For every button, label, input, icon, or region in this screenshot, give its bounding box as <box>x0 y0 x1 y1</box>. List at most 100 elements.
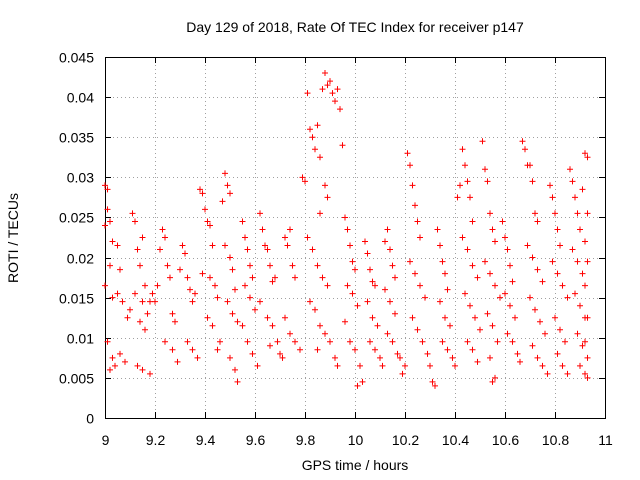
data-point <box>387 246 393 253</box>
data-point <box>449 354 456 361</box>
data-point <box>352 346 358 353</box>
data-point <box>584 258 591 265</box>
y-tick-label: 0.01 <box>67 331 94 347</box>
data-point <box>554 226 561 233</box>
data-point <box>379 362 386 369</box>
data-point <box>244 338 251 345</box>
data-point <box>307 298 313 305</box>
data-point <box>482 258 488 265</box>
data-point <box>444 286 451 293</box>
data-point <box>189 346 196 353</box>
data-point <box>527 162 533 169</box>
data-point <box>369 314 376 321</box>
data-point <box>494 338 501 345</box>
data-point <box>214 346 221 353</box>
x-tick-label: 9.4 <box>196 432 216 448</box>
data-point <box>364 298 371 305</box>
data-point <box>102 182 108 189</box>
data-point <box>134 362 141 369</box>
data-point <box>579 186 586 193</box>
data-point <box>342 214 348 221</box>
data-point <box>154 282 161 289</box>
data-point <box>382 238 388 245</box>
x-tick-label: 10.2 <box>392 432 419 448</box>
data-point <box>474 358 481 365</box>
data-point <box>367 338 373 345</box>
data-point <box>277 350 283 357</box>
data-point <box>392 310 398 317</box>
data-point <box>219 198 226 205</box>
data-point <box>139 234 146 241</box>
x-tick-label: 9.2 <box>146 432 166 448</box>
data-point <box>292 338 298 345</box>
data-point <box>452 362 458 369</box>
data-point <box>234 378 241 385</box>
data-point <box>407 258 413 265</box>
data-point <box>122 358 128 365</box>
y-tick-label: 0.04 <box>67 90 94 106</box>
data-point <box>104 338 111 345</box>
data-point <box>287 330 293 337</box>
data-point <box>487 210 493 217</box>
data-point <box>327 338 333 345</box>
data-point <box>567 166 573 173</box>
data-point <box>252 306 258 313</box>
x-tick-label: 11 <box>598 432 613 448</box>
data-point <box>197 186 203 193</box>
data-point <box>164 262 171 269</box>
data-point <box>557 326 563 333</box>
grid <box>105 57 605 418</box>
data-point <box>427 362 433 369</box>
data-point <box>489 226 496 233</box>
data-point <box>162 338 168 345</box>
data-point <box>584 314 591 321</box>
data-point <box>404 150 411 157</box>
data-point <box>522 146 528 153</box>
data-point <box>224 298 231 305</box>
data-point <box>504 246 511 253</box>
data-point <box>307 126 313 133</box>
data-point <box>139 298 146 305</box>
data-point <box>394 350 401 357</box>
data-point <box>297 346 303 353</box>
data-point <box>422 294 428 301</box>
data-point <box>229 266 236 273</box>
data-point <box>454 194 461 201</box>
data-point <box>574 210 581 217</box>
data-point <box>492 374 498 381</box>
data-point <box>509 278 516 285</box>
data-point <box>169 346 176 353</box>
data-point <box>412 202 418 209</box>
data-point <box>232 286 238 293</box>
data-point <box>539 278 546 285</box>
data-point <box>149 290 156 297</box>
y-tick-label: 0.03 <box>67 170 94 186</box>
data-point <box>532 306 538 313</box>
data-point <box>392 274 398 281</box>
x-tick-label: 9 <box>102 432 110 448</box>
data-point <box>264 314 271 321</box>
data-point <box>109 238 116 245</box>
data-point <box>584 154 591 161</box>
y-tick-label: 0.035 <box>59 130 94 146</box>
data-point <box>119 298 126 305</box>
x-tick-label: 10.4 <box>442 432 469 448</box>
data-point <box>202 206 208 213</box>
data-point <box>467 194 473 201</box>
data-point <box>534 218 541 225</box>
data-point <box>144 310 151 317</box>
data-point <box>249 274 256 281</box>
data-point <box>564 294 571 301</box>
data-point <box>102 282 108 289</box>
data-point <box>569 246 576 253</box>
data-point <box>527 294 533 301</box>
data-point <box>482 166 488 173</box>
data-point <box>222 242 228 249</box>
data-point <box>192 290 198 297</box>
data-point <box>472 314 478 321</box>
data-point <box>344 282 351 289</box>
data-point <box>414 218 421 225</box>
data-point <box>484 310 491 317</box>
data-point <box>372 282 378 289</box>
data-point <box>544 370 551 377</box>
